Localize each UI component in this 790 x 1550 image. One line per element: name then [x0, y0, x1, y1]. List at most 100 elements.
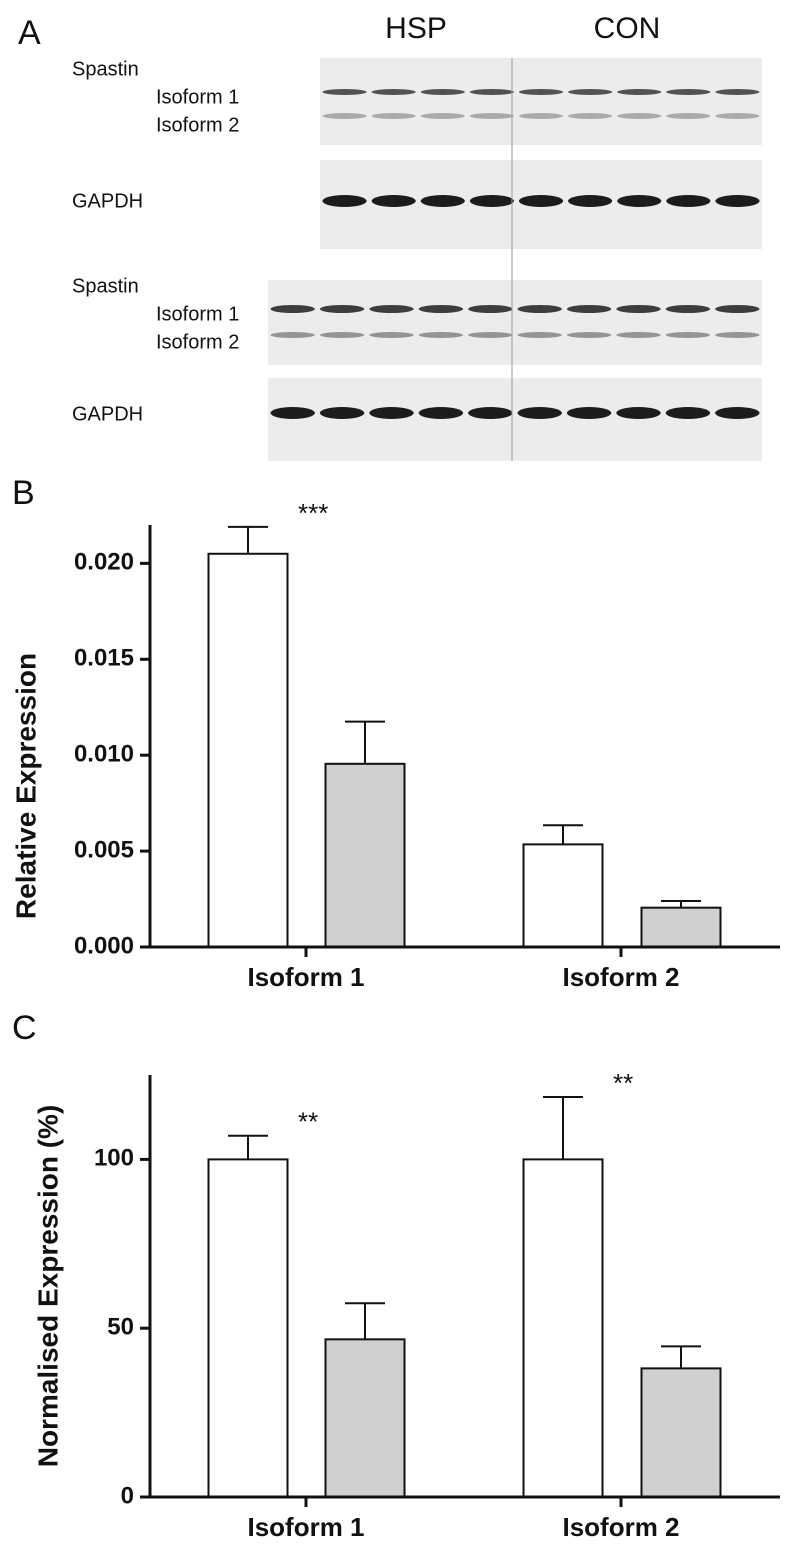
blot-band [418, 332, 464, 338]
blot-band [322, 113, 367, 119]
blot-band [369, 332, 414, 338]
blot-label: Isoform 2 [156, 331, 239, 353]
blot-band [568, 113, 613, 119]
blot-band [469, 113, 514, 119]
blot-panel [268, 58, 762, 461]
y-tick-label: 0 [121, 1482, 134, 1509]
y-tick-label: 0.005 [74, 836, 134, 863]
blot-strip [268, 280, 762, 365]
blot-band [468, 407, 513, 419]
y-axis-label: Normalised Expression (%) [32, 1105, 63, 1468]
blot-label: GAPDH [72, 190, 143, 212]
blot-strip [320, 58, 762, 145]
blot-band [566, 407, 612, 419]
blot-band [469, 89, 514, 95]
x-tick-label: Isoform 2 [562, 962, 679, 992]
y-axis-label: Relative Expression [10, 653, 41, 919]
panel-label: C [12, 1009, 37, 1047]
blot-band [665, 332, 711, 338]
blot-band [715, 113, 760, 119]
blot-band [666, 89, 711, 95]
blot-band [518, 195, 564, 207]
blot-band [566, 332, 612, 338]
blot-band [517, 332, 562, 338]
blot-band [270, 332, 315, 338]
bar [640, 906, 722, 948]
blot-band [371, 195, 416, 207]
bar [522, 1158, 604, 1499]
blot-band [418, 407, 464, 419]
y-tick-label: 100 [94, 1145, 134, 1172]
blot-label: Spastin [72, 275, 139, 297]
blot-band [518, 89, 564, 95]
y-tick-label: 0.020 [74, 549, 134, 576]
blot-band [616, 407, 661, 419]
blot-band [666, 195, 711, 207]
blot-strip [268, 378, 762, 461]
blot-band [666, 113, 711, 119]
blot-band [715, 195, 760, 207]
blot-band [369, 407, 414, 419]
blot-band [322, 89, 367, 95]
blot-band [420, 89, 465, 95]
blot-band [369, 305, 414, 313]
blot-band [468, 332, 513, 338]
blot-band [468, 305, 513, 313]
blot-band [469, 195, 514, 207]
bar [324, 1338, 406, 1499]
group-label: CON [594, 12, 661, 45]
blot-band [616, 332, 661, 338]
blot-band [319, 407, 365, 419]
blot-band [616, 305, 661, 313]
blot-band [715, 89, 760, 95]
blot-label: GAPDH [72, 403, 143, 425]
blot-band [517, 305, 562, 313]
blot-band [518, 113, 564, 119]
blot-band [715, 305, 760, 313]
blot-band [420, 113, 465, 119]
blot-band [322, 195, 367, 207]
x-tick-label: Isoform 2 [562, 1512, 679, 1542]
blot-band [270, 407, 315, 419]
x-tick-label: Isoform 1 [247, 1512, 364, 1542]
blot-band [319, 305, 365, 313]
bar [640, 1367, 722, 1498]
blot-label: Isoform 2 [156, 114, 239, 136]
x-tick-label: Isoform 1 [247, 962, 364, 992]
panel-label: A [18, 14, 41, 52]
y-tick-label: 0.010 [74, 741, 134, 768]
y-tick-label: 0.015 [74, 645, 134, 672]
blot-band [319, 332, 365, 338]
bar [207, 552, 289, 948]
blot-band [420, 195, 465, 207]
blot-band [371, 89, 416, 95]
blot-band [371, 113, 416, 119]
blot-band [715, 332, 760, 338]
bar [207, 1158, 289, 1499]
blot-band [715, 407, 760, 419]
annotation: ** [298, 1107, 318, 1137]
blot-band [566, 305, 612, 313]
blot-band [568, 195, 613, 207]
blot-band [270, 305, 315, 313]
blot-band [665, 305, 711, 313]
blot-label: Isoform 1 [156, 86, 239, 108]
blot-label: Spastin [72, 58, 139, 80]
annotation: *** [298, 498, 328, 528]
blot-band [617, 89, 662, 95]
blot-band [517, 407, 562, 419]
blot-band [617, 195, 662, 207]
blot-label: Isoform 1 [156, 303, 239, 325]
panel-label: B [12, 474, 35, 512]
blot-band [617, 113, 662, 119]
bar [522, 843, 604, 948]
blot-band [418, 305, 464, 313]
bar [324, 762, 406, 949]
annotation: ** [613, 1068, 633, 1098]
blot-band [568, 89, 613, 95]
y-tick-label: 0.000 [74, 932, 134, 959]
blot-band [665, 407, 711, 419]
group-label: HSP [385, 12, 447, 45]
y-tick-label: 50 [107, 1314, 134, 1341]
